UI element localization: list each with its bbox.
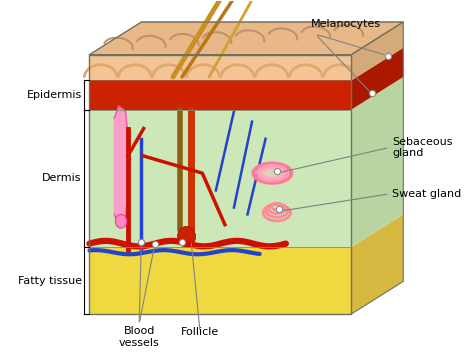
Text: Fatty tissue: Fatty tissue xyxy=(18,276,82,286)
Ellipse shape xyxy=(115,214,127,228)
Polygon shape xyxy=(90,80,351,110)
Ellipse shape xyxy=(252,162,292,184)
Bar xyxy=(90,55,351,314)
Text: Follicle: Follicle xyxy=(181,327,219,337)
Polygon shape xyxy=(90,22,403,55)
Polygon shape xyxy=(114,106,130,226)
Polygon shape xyxy=(351,22,403,80)
Polygon shape xyxy=(90,55,351,80)
Polygon shape xyxy=(90,247,351,314)
Polygon shape xyxy=(351,48,403,110)
Ellipse shape xyxy=(177,226,196,247)
Text: Epidermis: Epidermis xyxy=(27,90,82,100)
Text: Sweat gland: Sweat gland xyxy=(392,189,461,199)
Polygon shape xyxy=(351,214,403,314)
Polygon shape xyxy=(351,77,403,247)
Text: Blood
vessels: Blood vessels xyxy=(119,326,159,348)
Text: Sebaceous
gland: Sebaceous gland xyxy=(392,137,453,158)
Text: Melanocytes: Melanocytes xyxy=(311,19,381,29)
Polygon shape xyxy=(90,110,351,247)
Text: Dermis: Dermis xyxy=(42,173,82,183)
